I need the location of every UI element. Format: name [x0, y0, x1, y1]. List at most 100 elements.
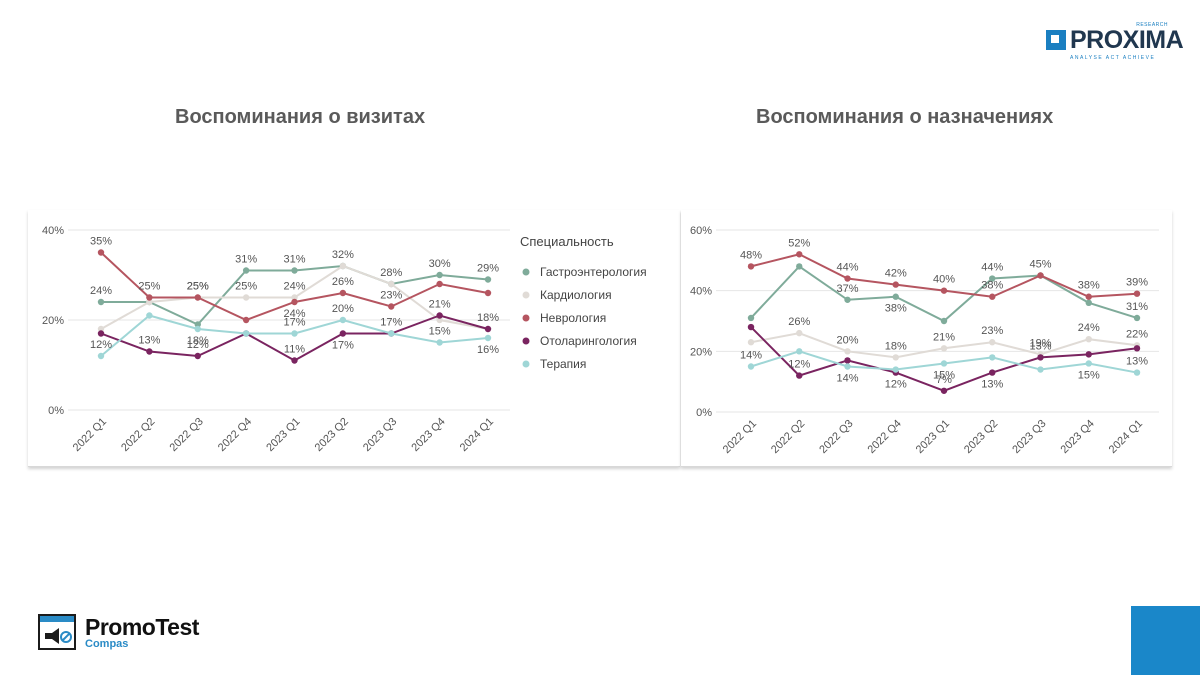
data-label-gastro: 30% — [429, 258, 451, 270]
data-point-neuro — [1085, 293, 1092, 300]
data-point-neuro — [484, 289, 492, 297]
data-point-cardio — [940, 345, 948, 352]
chart-title-prescriptions: Воспоминания о назначениях — [756, 106, 1054, 128]
data-point-otolar — [146, 348, 153, 355]
data-point-neuro — [796, 251, 803, 258]
data-label-gastro: 37% — [836, 283, 858, 295]
y-tick-label: 60% — [690, 225, 712, 237]
data-point-otolar — [291, 357, 298, 364]
data-point-otolar — [796, 372, 803, 379]
data-label-neuro: 52% — [788, 237, 810, 249]
data-point-cardio — [892, 354, 899, 361]
data-label-neuro: 25% — [138, 281, 160, 293]
data-label-otolar: 17% — [332, 340, 354, 352]
data-point-gastro — [796, 263, 803, 270]
legend-marker-cardio — [522, 291, 530, 299]
data-point-gastro — [291, 267, 298, 274]
legend-marker-therapy — [522, 360, 530, 368]
data-point-therapy — [242, 330, 250, 337]
legend-label-gastro: Гастроэнтерология — [540, 265, 647, 279]
data-label-cardio: 25% — [187, 281, 209, 293]
x-tick-label: 2022 Q2 — [769, 418, 807, 456]
chart-visits: 0% 20% 40% 2022 Q1 2022 Q2 2022 Q3 2022 Q4 2023… — [42, 225, 647, 454]
data-point-cardio — [796, 329, 803, 337]
data-label-therapy: 18% — [187, 335, 209, 347]
x-tick-label: 2022 Q4 — [216, 416, 254, 454]
data-point-gastro — [1133, 314, 1141, 322]
data-label-cardio: 18% — [885, 340, 907, 352]
data-label-cardio: 19% — [1029, 337, 1051, 349]
data-point-neuro — [747, 263, 755, 270]
data-point-gastro — [484, 276, 492, 283]
data-point-neuro — [291, 298, 298, 306]
data-point-otolar — [339, 330, 347, 337]
data-point-therapy — [484, 334, 492, 342]
data-point-therapy — [844, 363, 851, 370]
data-label-therapy: 15% — [933, 369, 955, 381]
data-label-gastro: 38% — [885, 303, 907, 315]
data-label-otolar: 12% — [885, 379, 907, 391]
y-tick-label: 0% — [696, 407, 712, 419]
data-point-neuro — [388, 303, 395, 310]
data-label-otolar: 7% — [936, 374, 952, 386]
data-label-gastro: 28% — [380, 267, 402, 279]
x-tick-label: 2022 Q2 — [119, 416, 157, 454]
data-point-gastro — [1085, 299, 1092, 306]
promotest-megaphone-icon — [38, 614, 76, 650]
x-tick-label: 2022 Q3 — [168, 416, 206, 454]
proxima-logo-tagline: ANALYSE ACT ACHIEVE — [1070, 55, 1156, 61]
data-label-therapy: 13% — [1126, 356, 1148, 368]
data-point-therapy — [1085, 360, 1092, 367]
data-point-otolar — [844, 357, 851, 364]
chart-title-visits: Воспоминания о визитах — [175, 106, 426, 128]
data-point-cardio — [989, 339, 996, 346]
x-tick-label: 2023 Q1 — [264, 416, 302, 454]
legend-label-otolar: Отоларингология — [540, 334, 637, 348]
data-point-otolar — [1085, 351, 1092, 358]
data-label-neuro: 35% — [90, 236, 112, 248]
chart-prescriptions: 0% 20% 40% 60% 2022 Q1 2022 Q2 2022 Q3 2022 Q4 2… — [690, 225, 1159, 456]
x-tick-label: 2022 Q4 — [866, 418, 904, 456]
data-label-cardio: 26% — [788, 316, 810, 328]
data-label-therapy: 15% — [1078, 369, 1100, 381]
proxima-logo: PROXIMA RESEARCH ANALYSE ACT ACHIEVE — [1046, 22, 1184, 66]
y-tick-label: 20% — [42, 315, 64, 327]
data-point-therapy — [436, 339, 443, 346]
legend-label-cardio: Кардиология — [540, 288, 612, 302]
data-point-cardio — [747, 339, 755, 346]
corner-accent-block — [1131, 606, 1200, 675]
data-point-therapy — [1037, 366, 1044, 373]
data-point-neuro — [339, 289, 347, 297]
data-label-cardio: 24% — [283, 281, 305, 293]
data-point-cardio — [844, 348, 851, 355]
data-label-otolar: 12% — [788, 359, 810, 371]
data-point-gastro — [940, 317, 948, 325]
x-tick-label: 2023 Q2 — [313, 416, 351, 454]
data-label-cardio: 21% — [933, 331, 955, 343]
data-label-therapy: 15% — [429, 326, 451, 338]
data-point-therapy — [1133, 369, 1141, 376]
proxima-logo-research: RESEARCH — [1136, 22, 1168, 28]
data-point-otolar — [194, 352, 201, 360]
data-point-cardio — [291, 294, 298, 301]
x-tick-label: 2024 Q1 — [1107, 418, 1145, 456]
data-label-neuro: 38% — [981, 280, 1003, 292]
data-label-gastro: 31% — [283, 254, 305, 266]
data-label-therapy: 12% — [90, 339, 112, 351]
data-label-neuro: 40% — [933, 274, 955, 286]
data-point-therapy — [388, 330, 395, 337]
data-label-gastro: 44% — [981, 262, 1003, 274]
data-label-therapy: 16% — [477, 344, 499, 356]
data-point-cardio — [97, 325, 105, 333]
data-point-cardio — [146, 298, 153, 306]
x-tick-label: 2022 Q3 — [817, 418, 855, 456]
y-tick-label: 0% — [48, 405, 64, 417]
data-label-otolar: 11% — [284, 344, 305, 356]
x-tick-label: 2023 Q3 — [361, 416, 399, 454]
x-tick-label: 2022 Q1 — [721, 418, 759, 456]
x-tick-label: 2023 Q2 — [962, 418, 1000, 456]
data-point-otolar — [747, 323, 755, 331]
promotest-logo: PromoTest Compas — [38, 614, 238, 654]
promotest-brand-name: PromoTest — [85, 614, 199, 640]
chart-panel-visits: 0% 20% 40% 2022 Q1 2022 Q2 2022 Q3 2022 Q4 2023… — [28, 210, 680, 467]
